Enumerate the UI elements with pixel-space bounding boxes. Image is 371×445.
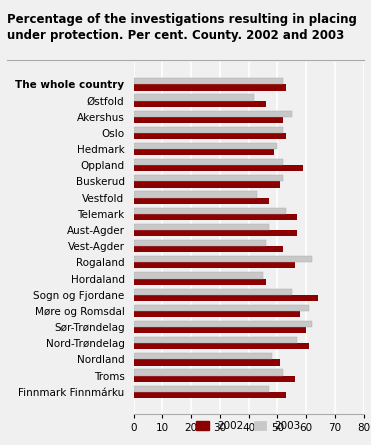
Bar	[134, 392, 286, 398]
Bar	[134, 385, 269, 392]
Bar	[134, 246, 283, 252]
Bar	[134, 133, 286, 139]
Bar	[134, 272, 263, 279]
Bar	[134, 191, 257, 198]
Bar	[134, 101, 266, 107]
Bar	[134, 337, 298, 343]
Bar	[134, 85, 286, 91]
Bar	[134, 353, 272, 360]
Bar	[134, 149, 275, 155]
Bar	[134, 305, 309, 311]
Legend: 2002, 2003: 2002, 2003	[192, 417, 305, 435]
Bar	[134, 78, 283, 85]
Bar	[134, 214, 298, 220]
Bar	[134, 198, 269, 204]
Bar	[134, 288, 292, 295]
Bar	[134, 369, 283, 376]
Bar	[134, 117, 283, 123]
Bar	[134, 279, 266, 285]
Bar	[134, 360, 280, 365]
Bar	[134, 321, 312, 327]
Bar	[134, 343, 309, 349]
Bar	[134, 94, 255, 101]
Bar	[134, 208, 286, 214]
Bar	[134, 159, 283, 165]
Bar	[134, 263, 295, 268]
Bar	[134, 175, 283, 182]
Bar	[134, 327, 306, 333]
Bar	[134, 143, 278, 149]
Bar	[134, 111, 292, 117]
Bar	[134, 311, 301, 317]
Bar	[134, 230, 298, 236]
Bar	[134, 240, 266, 246]
Bar	[134, 182, 280, 188]
Bar	[134, 295, 318, 301]
Bar	[134, 224, 269, 230]
Bar	[134, 256, 312, 263]
Bar	[134, 127, 283, 133]
Text: Percentage of the investigations resulting in placing
under protection. Per cent: Percentage of the investigations resulti…	[7, 13, 357, 42]
Bar	[134, 376, 295, 382]
Bar	[134, 165, 303, 171]
